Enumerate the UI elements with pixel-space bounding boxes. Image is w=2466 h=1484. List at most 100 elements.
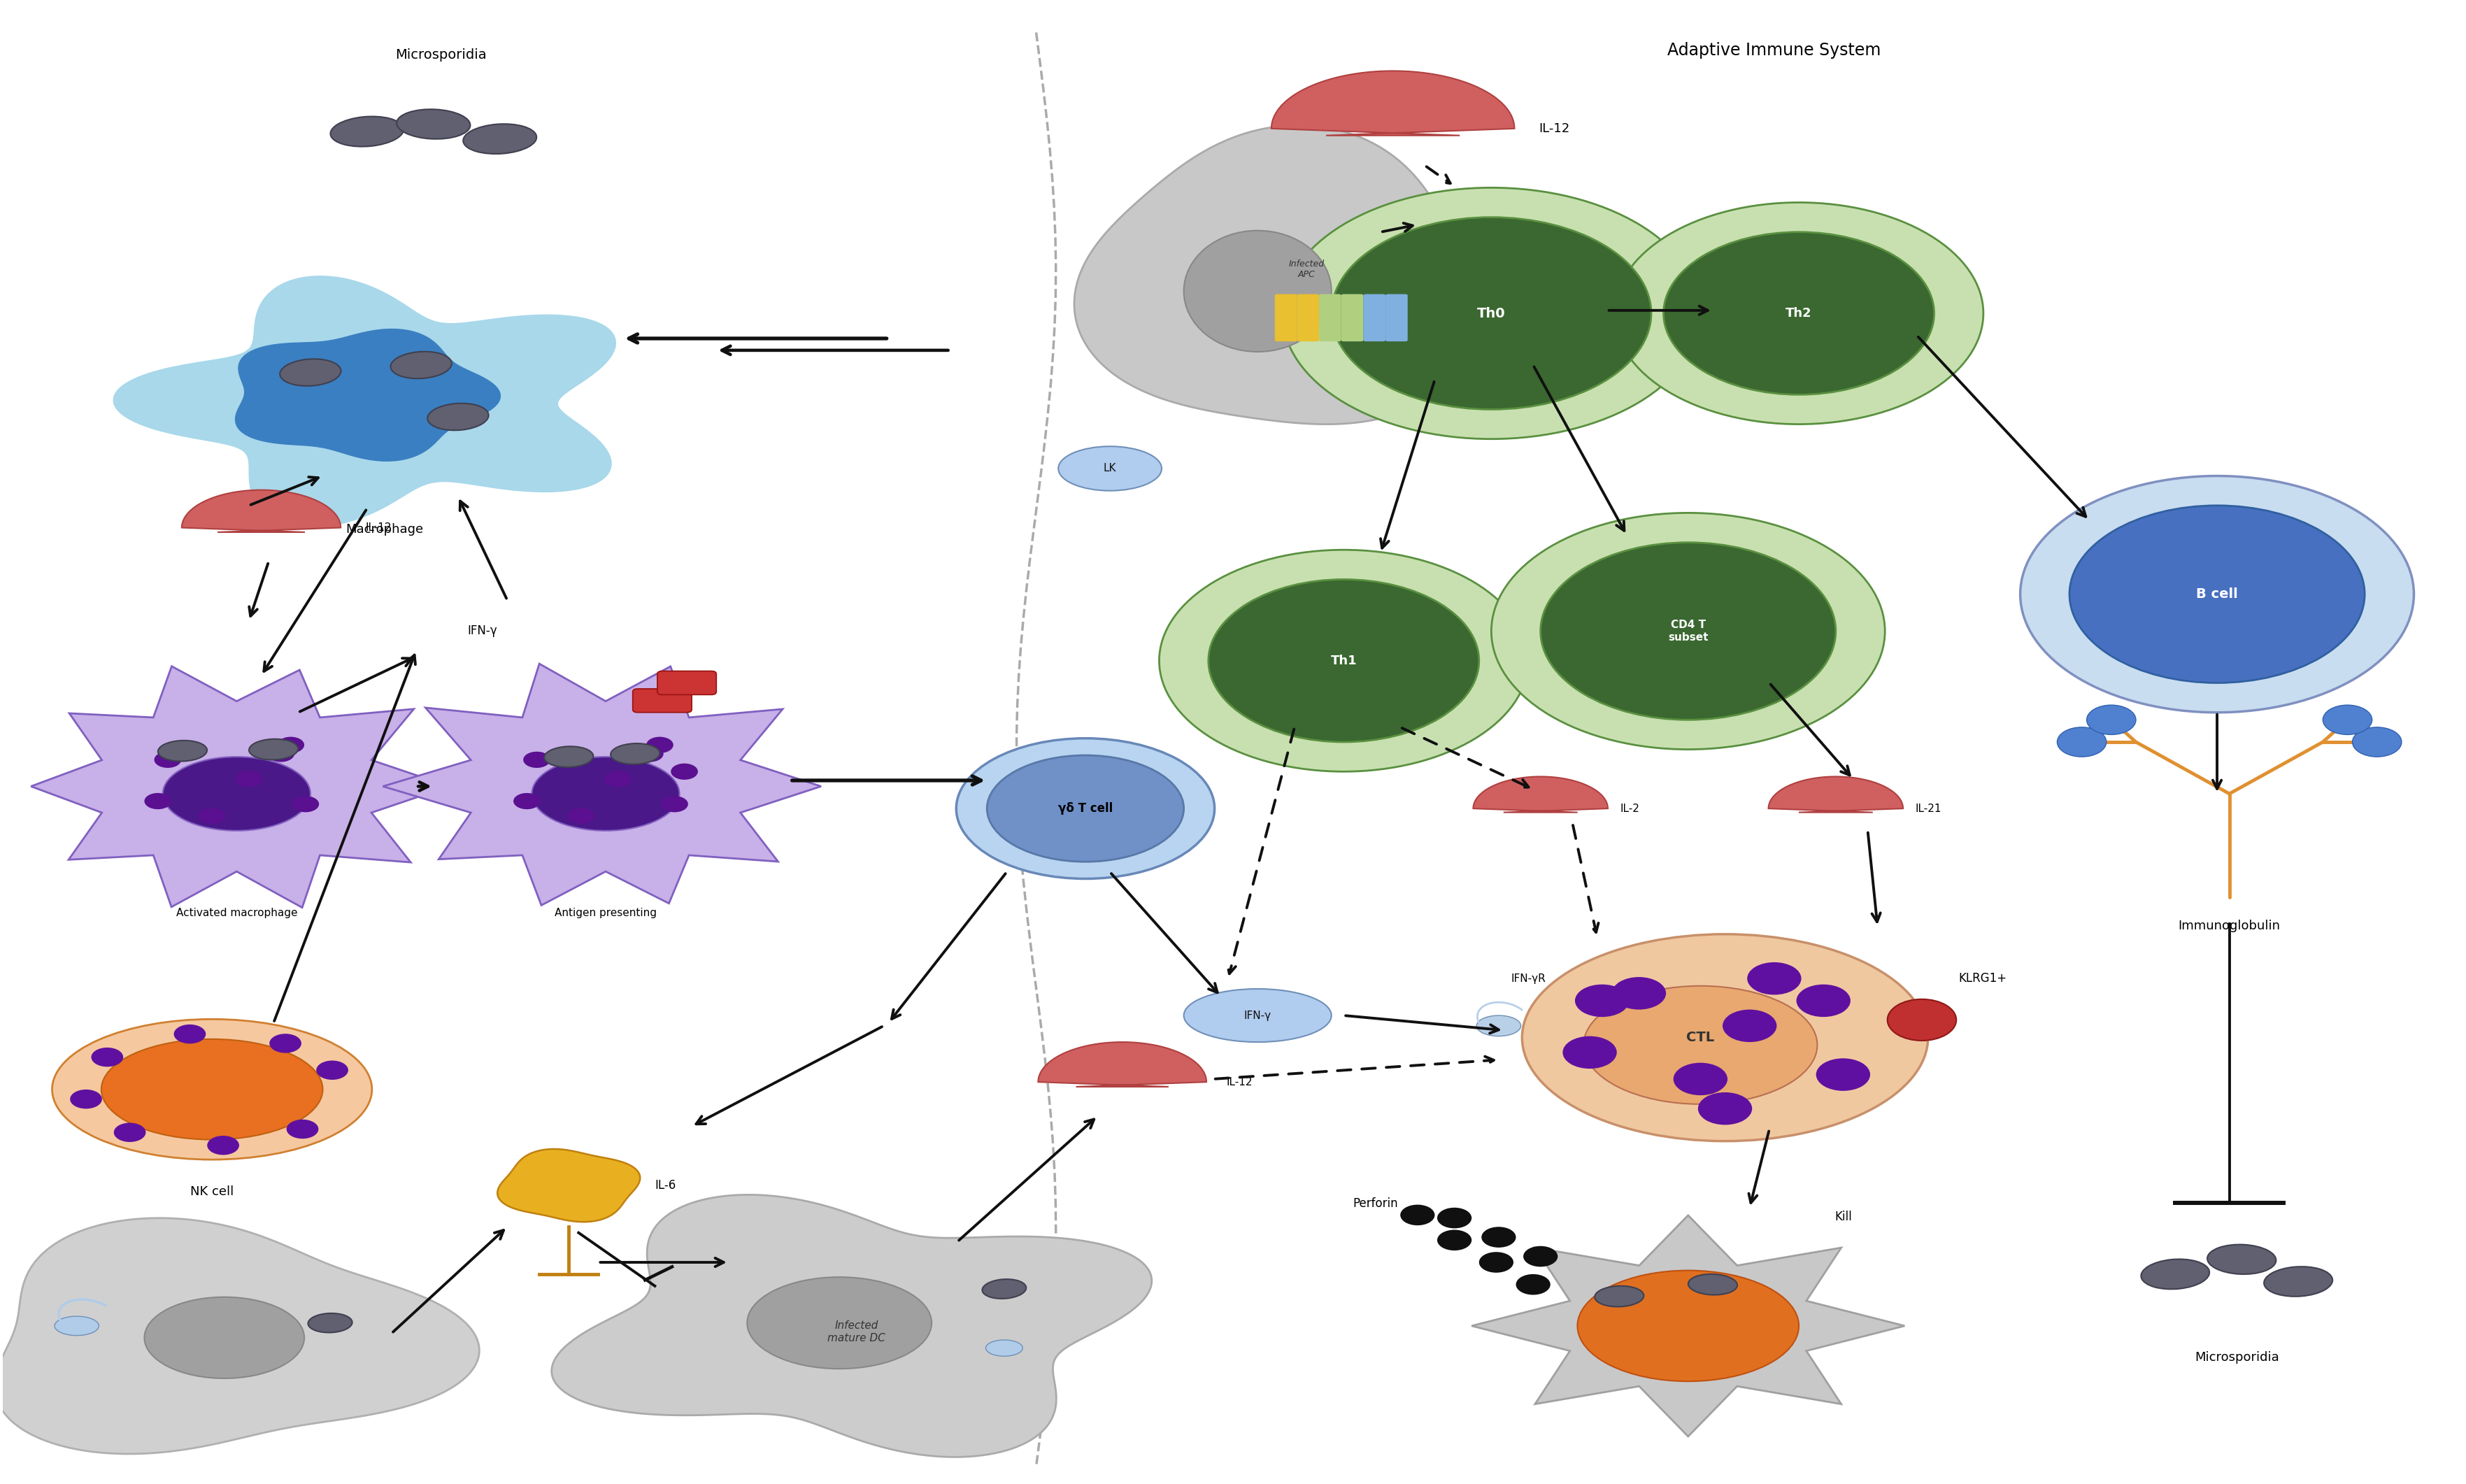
Circle shape [1541,543,1835,720]
Polygon shape [1768,776,1904,812]
Circle shape [1482,1227,1517,1248]
Circle shape [291,795,318,812]
Ellipse shape [1596,1287,1645,1307]
Circle shape [1886,999,1956,1040]
Ellipse shape [2264,1267,2333,1297]
Circle shape [269,1034,301,1054]
Ellipse shape [981,1279,1026,1298]
Circle shape [2086,705,2136,735]
Ellipse shape [1058,447,1161,491]
Ellipse shape [1184,988,1332,1042]
Text: CD4 T
subset: CD4 T subset [1667,620,1709,643]
Text: Infected
mature DC: Infected mature DC [829,1321,885,1343]
Polygon shape [552,1195,1152,1457]
Circle shape [604,770,631,787]
Text: Macrophage: Macrophage [345,524,424,536]
Text: Th1: Th1 [1332,654,1356,666]
Ellipse shape [390,352,451,378]
Circle shape [173,1024,205,1043]
Ellipse shape [158,741,207,761]
Text: IL-12: IL-12 [1226,1077,1253,1088]
Ellipse shape [1522,933,1928,1141]
Ellipse shape [2140,1258,2210,1290]
FancyBboxPatch shape [1297,294,1319,341]
Circle shape [197,807,224,824]
Circle shape [1615,202,1983,424]
Text: IL-6: IL-6 [656,1180,676,1192]
Circle shape [1332,217,1652,410]
Circle shape [286,1119,318,1138]
Circle shape [1699,1092,1753,1125]
Circle shape [2020,476,2414,712]
Text: IFN-γ: IFN-γ [1243,1011,1272,1021]
Text: γδ T cell: γδ T cell [1058,803,1112,815]
Polygon shape [113,278,614,525]
Ellipse shape [464,125,538,154]
Circle shape [234,770,261,787]
Polygon shape [1272,71,1514,135]
Circle shape [1524,1247,1559,1267]
Ellipse shape [145,1297,303,1379]
Circle shape [661,795,688,812]
Text: LK: LK [1102,463,1117,473]
Text: CTL: CTL [1687,1031,1714,1045]
Ellipse shape [308,1313,353,1333]
Ellipse shape [2207,1245,2276,1275]
Polygon shape [0,1218,478,1454]
FancyBboxPatch shape [658,671,715,695]
Ellipse shape [163,757,311,831]
Circle shape [2323,705,2372,735]
FancyBboxPatch shape [1275,294,1297,341]
Ellipse shape [612,743,661,764]
Polygon shape [382,663,821,905]
FancyBboxPatch shape [634,689,693,712]
Text: Immunoglobulin: Immunoglobulin [2177,920,2281,932]
Circle shape [523,751,550,767]
Text: IFN-γR: IFN-γR [1512,974,1546,984]
Text: Activated macrophage: Activated macrophage [175,908,298,919]
Text: NK cell: NK cell [190,1186,234,1198]
Polygon shape [498,1149,641,1221]
Circle shape [646,738,673,752]
Ellipse shape [249,739,298,760]
Text: IL-12: IL-12 [365,522,392,533]
FancyBboxPatch shape [1364,294,1386,341]
Circle shape [155,751,182,767]
Circle shape [1492,513,1884,749]
Circle shape [1282,187,1702,439]
Ellipse shape [1689,1275,1736,1296]
Circle shape [276,738,303,752]
Circle shape [1159,551,1529,772]
Circle shape [2353,727,2402,757]
Ellipse shape [397,110,471,139]
Circle shape [1480,1252,1514,1273]
Polygon shape [32,666,449,908]
Text: Infected
APC: Infected APC [1290,260,1324,279]
Circle shape [207,1135,239,1155]
Text: Adaptive Immune System: Adaptive Immune System [1667,42,1882,58]
FancyBboxPatch shape [1386,294,1408,341]
Text: Kill: Kill [1835,1211,1852,1223]
Polygon shape [1472,776,1608,812]
Ellipse shape [957,739,1216,879]
Circle shape [1795,984,1850,1017]
Ellipse shape [545,746,594,767]
Circle shape [1576,984,1630,1017]
Circle shape [2057,727,2106,757]
Text: Th2: Th2 [1785,307,1813,319]
Circle shape [1748,962,1800,994]
Text: IL-12: IL-12 [1539,122,1571,135]
Circle shape [1401,1205,1435,1226]
Circle shape [145,792,173,809]
Text: KLRG1+: KLRG1+ [1958,972,2007,985]
Ellipse shape [1583,985,1817,1104]
Circle shape [266,745,293,761]
Circle shape [513,792,540,809]
Circle shape [1208,579,1480,742]
Ellipse shape [1578,1270,1798,1382]
Text: Perforin: Perforin [1354,1198,1398,1209]
Text: IL-21: IL-21 [1916,803,1941,813]
Text: B cell: B cell [2197,588,2239,601]
Polygon shape [1038,1042,1206,1086]
Circle shape [1674,1063,1729,1095]
